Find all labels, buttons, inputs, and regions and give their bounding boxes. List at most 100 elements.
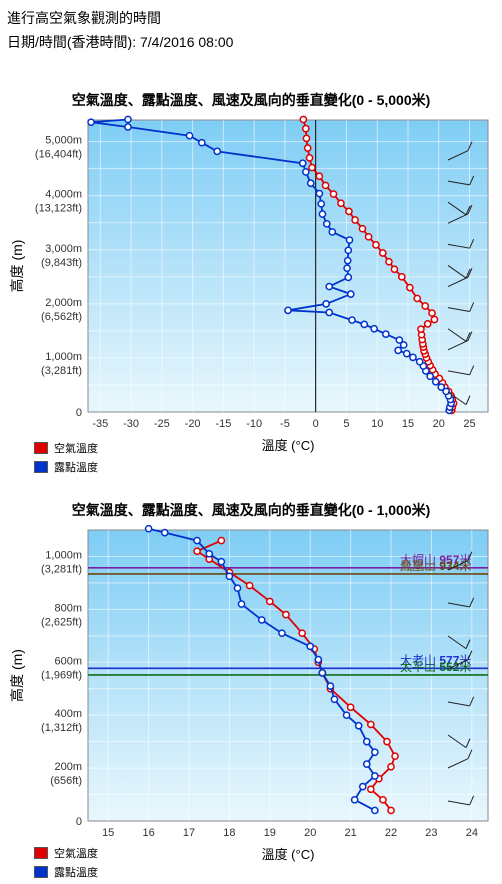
- wind-barb: [447, 328, 471, 342]
- y-tick-label: 800m: [54, 602, 82, 614]
- reference-name: 太平山: [400, 659, 439, 674]
- data-point-air-temp: [417, 325, 425, 334]
- y-tick-label: 5,000m: [45, 135, 82, 147]
- data-point-dew-point: [350, 795, 359, 804]
- data-point-dew-point: [330, 695, 339, 704]
- y-tick-sublabel: (2,625ft): [41, 616, 82, 628]
- wind-barb-shaft: [447, 391, 467, 406]
- data-point-dew-point: [284, 306, 292, 315]
- wind-barb-flag: [467, 650, 473, 660]
- data-point-dew-point: [185, 131, 194, 140]
- data-point-dew-point: [360, 320, 369, 329]
- data-point-dew-point: [358, 782, 367, 791]
- data-point-dew-point: [442, 387, 451, 396]
- legend-label-air-temp: 空氣溫度: [54, 847, 98, 860]
- x-tick-label: -30: [123, 418, 139, 430]
- chart-0-5000m: -35 -30 -25 -20 -15 -10 -5 0 5 10 15 20 25 溫度 (°C) 0 1,…: [9, 115, 489, 453]
- y-tick-label: 1,000m: [45, 351, 82, 363]
- x-tick-label: 15: [102, 827, 114, 839]
- legend-item-air-temp: 空氣溫度: [34, 438, 98, 457]
- data-point-dew-point: [160, 528, 169, 537]
- data-point-dew-point: [326, 682, 335, 690]
- wind-barb-flag: [469, 365, 475, 375]
- wind-barb-flag: [469, 597, 475, 608]
- data-point-dew-point: [426, 372, 435, 381]
- wind-barb-shaft: [447, 701, 470, 707]
- chart2-legend: 空氣溫度 露點溫度: [34, 843, 98, 881]
- y-tick-sublabel: (6,562ft): [41, 311, 82, 323]
- wind-barb-shaft: [447, 213, 469, 224]
- reference-name: 鳳凰山: [400, 559, 439, 573]
- data-point-dew-point: [225, 572, 234, 581]
- wind-barb-shaft: [447, 307, 470, 312]
- wind-barb-shaft: [447, 560, 469, 571]
- wind-barb-flag: [469, 238, 475, 249]
- data-point-dew-point: [193, 536, 201, 545]
- data-point-air-temp: [413, 294, 422, 303]
- data-point-dew-point: [205, 549, 214, 558]
- data-point-air-temp: [217, 536, 226, 545]
- data-point-air-temp: [305, 154, 314, 162]
- data-point-dew-point: [345, 236, 354, 244]
- x-axis-label: 溫度 (°C): [262, 438, 315, 453]
- chart1-legend: 空氣溫度 露點溫度: [34, 438, 98, 476]
- chart1-title: 空氣溫度、露點溫度、風速及風向的垂直變化(0 - 5,000米): [71, 92, 431, 108]
- data-point-dew-point: [314, 655, 323, 664]
- x-tick-label: 17: [183, 827, 195, 839]
- data-point-dew-point: [217, 557, 226, 566]
- wind-barb: [447, 302, 475, 312]
- data-point-dew-point: [315, 189, 324, 198]
- wind-barb-shaft: [447, 758, 469, 769]
- data-point-dew-point: [415, 357, 424, 366]
- data-point-air-temp: [423, 320, 432, 328]
- x-tick-label: -35: [92, 418, 108, 430]
- data-point-dew-point: [306, 642, 315, 651]
- legend-item-dew-point: 露點溫度: [34, 862, 98, 881]
- wind-barb-flag: [465, 205, 471, 216]
- x-tick-label: 0: [313, 418, 319, 430]
- wind-barb-shaft: [447, 635, 467, 650]
- wind-barb-shaft: [447, 180, 470, 186]
- y-tick-label: 0: [76, 816, 82, 828]
- data-point-air-temp: [302, 134, 311, 143]
- wind-barb-shaft: [447, 276, 469, 287]
- x-tick-label: 21: [345, 827, 357, 839]
- wind-barb-shaft: [447, 800, 470, 806]
- reference-name: 大老山: [400, 653, 439, 667]
- wind-barb-shaft: [447, 265, 467, 279]
- wind-barb-flag: [469, 175, 475, 186]
- data-point-dew-point: [278, 629, 286, 638]
- y-tick-label: 200m: [54, 761, 82, 773]
- chart2-title: 空氣溫度、露點溫度、風速及風向的垂直變化(0 - 1,000米): [71, 502, 431, 518]
- data-point-dew-point: [257, 616, 266, 624]
- x-tick-label: 5: [343, 418, 349, 430]
- wind-barb-flag: [467, 331, 473, 341]
- data-point-dew-point: [318, 210, 327, 218]
- wind-barb: [447, 650, 473, 670]
- data-point-air-temp: [366, 720, 375, 729]
- data-point-dew-point: [371, 748, 379, 757]
- wind-barb-shaft: [447, 243, 470, 249]
- wind-barb: [447, 391, 471, 406]
- reference-label: 太平山 552米: [400, 659, 471, 674]
- legend-swatch-dew-point: [34, 865, 48, 878]
- data-point-air-temp: [245, 581, 254, 590]
- wind-barb-flag: [465, 395, 471, 405]
- data-point-air-temp: [337, 199, 345, 208]
- reference-label: 大老山 577米: [400, 653, 471, 667]
- wind-barb-shaft: [447, 659, 469, 670]
- wind-barb-flag: [465, 639, 471, 649]
- legend-item-air-temp: 空氣溫度: [34, 843, 98, 862]
- data-point-dew-point: [399, 341, 408, 349]
- observation-datetime: 日期/時間(香港時間): 7/4/2016 08:00: [7, 34, 234, 50]
- data-point-dew-point: [213, 147, 222, 156]
- x-tick-label: -25: [154, 418, 170, 430]
- x-tick-label: 23: [425, 827, 437, 839]
- wind-barb-flag: [467, 268, 473, 278]
- y-tick-label: 4,000m: [45, 189, 82, 201]
- data-point-air-temp: [379, 795, 387, 804]
- data-point-dew-point: [342, 711, 351, 720]
- x-tick-label: 15: [402, 418, 414, 430]
- data-point-dew-point: [343, 256, 352, 265]
